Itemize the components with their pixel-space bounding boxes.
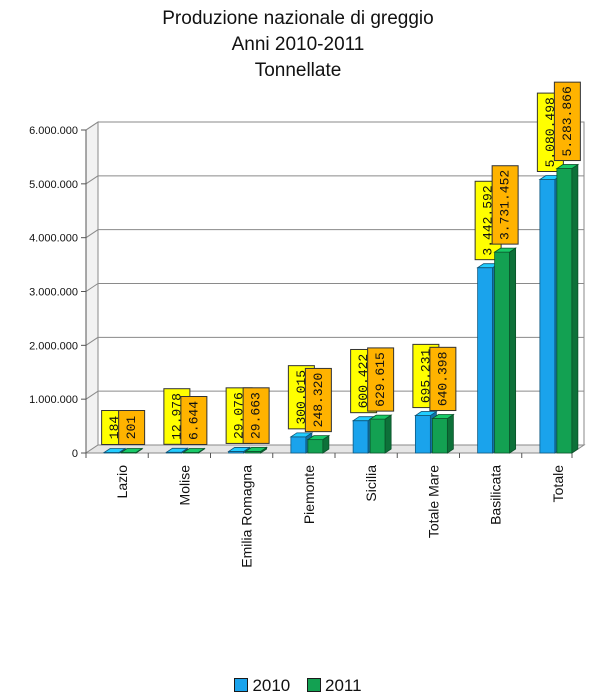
- data-label-2011-1: 6.644: [186, 401, 201, 440]
- legend-label-2011: 2011: [325, 676, 362, 695]
- bar-side-2011-4: [384, 414, 392, 454]
- chart-title-line-3: Tonnellate: [254, 60, 342, 81]
- x-tick-label-4: Sicilia: [363, 465, 379, 502]
- bar-2011-7: [556, 168, 573, 454]
- bar-top-2010-0: [102, 448, 127, 453]
- chart-title-line-2: Anni 2010-2011: [231, 34, 365, 55]
- legend: 2010 2011: [0, 676, 596, 696]
- bar-top-2010-1: [165, 447, 189, 453]
- legend-item-2010: 2010: [234, 676, 290, 696]
- data-label-box-2011-7: [553, 81, 581, 162]
- data-label-box-2011-3: [304, 367, 332, 433]
- legend-label-2010: 2010: [252, 676, 291, 695]
- data-label-box-2011-5: [429, 346, 457, 412]
- chart-title-line-1: Produzione nazionale di greggio: [162, 8, 434, 29]
- x-tick-label-1: Molise: [176, 465, 192, 506]
- bar-top-2011-2: [244, 447, 268, 452]
- x-tick-label-3: Piemonte: [301, 465, 317, 524]
- legend-swatch-2011: [307, 678, 321, 692]
- gridline-side: [85, 336, 99, 346]
- bar-top-2011-3: [306, 435, 331, 441]
- data-label-2011-3: 248.320: [311, 373, 326, 428]
- data-label-2011-7: 5.283.866: [560, 86, 575, 156]
- bar-2010-6: [477, 267, 494, 454]
- data-label-box-2011-2: [242, 387, 270, 444]
- bar-top-2011-5: [431, 414, 455, 419]
- y-tick-label: 5.000.000: [29, 179, 78, 191]
- bar-top-2010-2: [227, 447, 251, 452]
- y-tick-label: 4.000.000: [29, 233, 78, 245]
- data-label-box-2011-6: [491, 165, 519, 245]
- bar-top-2010-3: [289, 432, 314, 438]
- bar-side-2011-6: [509, 247, 517, 454]
- gridline-side: [85, 390, 99, 400]
- gridline-side: [85, 283, 99, 292]
- data-label-box-2011-0: [118, 410, 146, 445]
- x-tick-label-0: Lazio: [114, 465, 130, 499]
- legend-item-2011: 2011: [307, 676, 362, 696]
- bar-side-2011-7: [571, 163, 579, 454]
- bar-2010-7: [539, 179, 556, 454]
- plot-floor: [84, 444, 586, 454]
- data-label-2011-5: 640.398: [435, 352, 450, 407]
- y-tick-label: 1.000.000: [29, 394, 78, 406]
- y-tick-label: 6.000.000: [29, 125, 78, 137]
- bar-2010-3: [290, 436, 307, 454]
- bar-2011-3: [307, 439, 324, 454]
- bar-2011-5: [431, 418, 448, 454]
- x-tick-label-7: Totale: [550, 465, 566, 503]
- data-label-box-2011-1: [180, 396, 208, 445]
- bar-top-2011-7: [555, 164, 580, 169]
- legend-swatch-2010: [234, 678, 249, 692]
- bar-chart: 0 1.000.000 2.000.000 3.000.000 4.000.000 5.0…: [29, 81, 586, 568]
- data-label-2011-6: 3.731.452: [498, 170, 513, 240]
- bar-2010-4: [352, 420, 369, 454]
- data-label-2011-4: 629.615: [373, 352, 388, 407]
- y-tick-label: 2.000.000: [29, 340, 78, 352]
- x-tick-label-6: Basilicata: [488, 465, 504, 525]
- bar-top-2011-1: [182, 448, 206, 453]
- bar-top-2011-4: [368, 414, 393, 420]
- bar-top-2011-0: [119, 448, 144, 453]
- gridline-side: [85, 175, 99, 185]
- bar-2011-4: [369, 418, 386, 454]
- bar-top-2010-5: [414, 411, 438, 416]
- x-tick-label-5: Totale Mare: [425, 465, 441, 538]
- chart-title: Produzione nazionale di greggio Anni 201…: [0, 6, 596, 84]
- y-tick-label: 0: [72, 448, 78, 460]
- data-label-2011-0: 201: [124, 416, 139, 440]
- data-label-box-2011-4: [367, 347, 395, 412]
- gridline-side: [85, 121, 99, 131]
- bar-top-2011-6: [493, 247, 517, 253]
- data-label-2011-2: 29.663: [249, 392, 264, 439]
- gridline-side: [85, 229, 99, 239]
- x-tick-label-2: Emilia Romagna: [239, 465, 255, 568]
- bar-side-2011-5: [446, 413, 454, 454]
- bar-2011-6: [494, 251, 511, 454]
- y-tick-label: 3.000.000: [29, 287, 78, 299]
- bar-2010-5: [414, 415, 431, 454]
